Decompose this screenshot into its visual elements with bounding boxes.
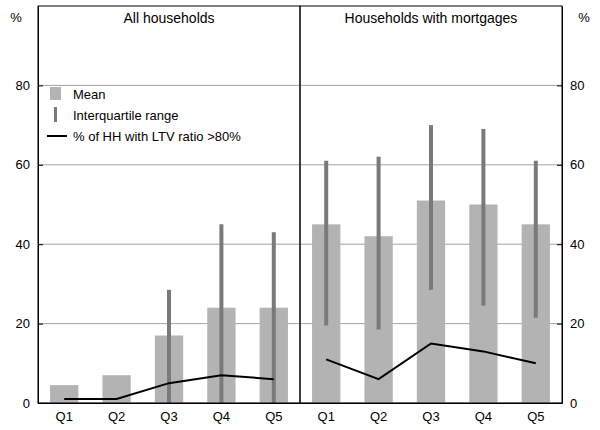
legend-symbol	[50, 87, 61, 100]
range-line	[534, 161, 538, 318]
range-line	[272, 232, 276, 403]
axis-title: %	[10, 10, 22, 25]
tick-mark	[557, 244, 562, 245]
tick: Q1	[318, 409, 335, 424]
tick-mark	[38, 165, 43, 166]
legend-label: Interquartile range	[73, 108, 179, 123]
tick-label: 80	[570, 78, 584, 93]
tick-label: 20	[570, 316, 584, 331]
grid	[38, 85, 300, 403]
chart: 0 20 40 60 80% Q1 Q2 Q3 Q4 Q5 All households Mean In…	[0, 0, 600, 430]
tick: Q4	[213, 409, 230, 424]
legend-label: % of HH with LTV ratio >80%	[73, 129, 241, 144]
tick-label: Q5	[527, 409, 544, 424]
tick: 60	[16, 157, 43, 172]
tick-label: Q2	[370, 409, 387, 424]
tick-mark	[38, 244, 43, 245]
marks	[50, 224, 288, 403]
tick-label: Q4	[213, 409, 230, 424]
tick: Q4	[475, 409, 492, 424]
tick: 80	[16, 78, 43, 93]
tick-mark	[557, 85, 562, 86]
tick: 80	[557, 78, 584, 93]
frame	[300, 6, 562, 403]
grid-line	[300, 85, 562, 86]
range-line	[481, 129, 485, 306]
range-line	[377, 157, 381, 330]
tick-label: 0	[23, 396, 30, 411]
tick-mark	[557, 324, 562, 325]
tick: 40	[16, 237, 43, 252]
tick-label: Q3	[422, 409, 439, 424]
tick-label: 60	[570, 157, 584, 172]
bar	[50, 385, 78, 403]
axis-line	[562, 7, 563, 404]
tick: Q3	[160, 409, 177, 424]
line	[64, 375, 274, 399]
frame	[38, 6, 300, 403]
grid-line	[38, 164, 300, 165]
grid-line	[38, 244, 300, 245]
panel: 0 20 40 60 80% Q1 Q2 Q3 Q4 Q5 Households with mort…	[300, 6, 590, 424]
tick: Q1	[56, 409, 73, 424]
legend-item: % of HH with LTV ratio >80%	[47, 129, 241, 144]
legend-symbol	[47, 135, 67, 137]
marks	[312, 125, 550, 403]
legend-symbol	[54, 107, 57, 122]
legend: Mean Interquartile range % of HH with LTV …	[47, 87, 241, 144]
tick-label: Q1	[56, 409, 73, 424]
tick: 20	[557, 316, 584, 331]
tick: Q5	[527, 409, 544, 424]
tick: 40	[557, 237, 584, 252]
tick: 60	[557, 157, 584, 172]
tick: Q5	[265, 409, 282, 424]
tick: Q2	[370, 409, 387, 424]
legend-item: Mean	[50, 87, 106, 102]
axis-line	[38, 7, 39, 404]
tick-label: Q1	[318, 409, 335, 424]
title: Households with mortgages	[345, 10, 518, 26]
chart-container: 0 20 40 60 80% Q1 Q2 Q3 Q4 Q5 All households Mean In…	[0, 0, 600, 430]
tick-label: 40	[16, 237, 30, 252]
tick-mark	[38, 324, 43, 325]
title: All households	[123, 10, 214, 26]
x-axis: Q1 Q2 Q3 Q4 Q5	[301, 404, 563, 425]
x-axis: Q1 Q2 Q3 Q4 Q5	[39, 404, 301, 425]
tick-label: 40	[570, 237, 584, 252]
tick-mark	[38, 85, 43, 86]
legend-item: Interquartile range	[56, 107, 179, 123]
axis-line	[301, 403, 563, 404]
grid	[300, 85, 562, 403]
tick: Q3	[422, 409, 439, 424]
range-line	[167, 290, 171, 403]
tick: Q2	[108, 409, 125, 424]
tick-label: Q5	[265, 409, 282, 424]
tick-label: 0	[570, 396, 577, 411]
tick-label: Q3	[160, 409, 177, 424]
tick-label: Q4	[475, 409, 492, 424]
legend-label: Mean	[73, 87, 106, 102]
axis-title: %	[578, 10, 590, 25]
y-axis: 0 20 40 60 80	[557, 7, 584, 411]
tick-mark	[557, 165, 562, 166]
range-line	[324, 161, 328, 326]
tick: 20	[16, 316, 43, 331]
y-axis: 0 20 40 60 80	[16, 7, 43, 411]
tick-label: 20	[16, 316, 30, 331]
axis-line	[39, 403, 301, 404]
tick-label: 80	[16, 78, 30, 93]
tick-label: Q2	[108, 409, 125, 424]
range-line	[429, 125, 433, 290]
panel: 0 20 40 60 80% Q1 Q2 Q3 Q4 Q5 All households Mean In…	[10, 6, 300, 424]
line	[326, 343, 536, 379]
tick-label: 60	[16, 157, 30, 172]
